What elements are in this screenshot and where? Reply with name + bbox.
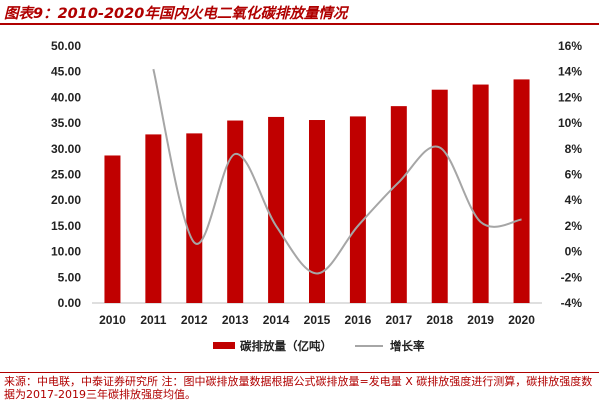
left-tick-label: 20.00 [51,193,81,207]
bar [104,155,121,303]
bar [472,84,489,303]
bar-series [104,79,530,304]
right-tick-label: 4% [565,193,583,207]
bar [349,116,366,303]
right-axis: -4% -2% 0% 2% 4% 6% 8% 10% 12% 14% 16% [558,39,582,310]
left-tick-label: 30.00 [51,142,81,156]
right-tick-label: 6% [565,168,583,182]
left-tick-label: 0.00 [58,296,82,310]
legend-label-bar: 碳排放量（亿吨） [240,339,332,353]
combo-chart: 0.00 5.00 10.00 15.00 20.00 25.00 30.00 35.00 40… [51,39,582,353]
legend-label-line: 增长率 [390,339,425,353]
left-tick-label: 15.00 [51,219,81,233]
bar [268,116,285,303]
bar [431,89,448,303]
right-tick-label: 8% [565,142,583,156]
legend: 碳排放量（亿吨） 增长率 [213,339,425,353]
left-tick-label: 5.00 [58,270,82,284]
right-tick-label: 2% [565,219,583,233]
source-rule [0,372,599,373]
source-note: 来源：中电联，中泰证券研究所 注：图中碳排放量数据根据公式碳排放量=发电量 X … [4,375,593,401]
x-tick-label: 2014 [263,313,290,327]
right-tick-label: 0% [565,245,583,259]
title-rule [0,23,599,25]
bar [227,120,244,303]
left-tick-label: 10.00 [51,245,81,259]
chart-title: 图表9：2010-2020年国内火电二氧化碳排放量情况 [4,6,348,22]
x-axis: 2010 2011 2012 2013 2014 2015 2016 2017 2018 2019… [92,302,542,327]
right-tick-label: 12% [558,90,582,104]
left-tick-label: 35.00 [51,116,81,130]
x-tick-label: 2019 [467,313,494,327]
left-tick-label: 40.00 [51,90,81,104]
bar [309,120,325,304]
x-tick-label: 2018 [426,313,453,327]
line-series [152,68,522,275]
x-tick-label: 2010 [99,313,126,327]
left-tick-label: 50.00 [51,39,81,53]
legend-swatch-bar [213,342,235,349]
x-tick-label: 2020 [508,313,535,327]
left-axis: 0.00 5.00 10.00 15.00 20.00 25.00 30.00 35.00 40… [51,39,81,310]
bar [390,106,407,303]
x-tick-label: 2015 [304,313,331,327]
right-tick-label: -2% [561,270,583,284]
bar [186,133,203,303]
x-tick-label: 2016 [345,313,372,327]
right-tick-label: 16% [558,39,582,53]
left-tick-label: 25.00 [51,168,81,182]
x-tick-label: 2012 [181,313,208,327]
bar [513,79,530,303]
right-tick-label: -4% [561,296,583,310]
x-tick-label: 2017 [385,313,412,327]
growth-rate-line [152,68,522,275]
left-tick-label: 45.00 [51,65,81,79]
right-tick-label: 14% [558,65,582,79]
right-tick-label: 10% [558,116,582,130]
x-tick-label: 2013 [222,313,249,327]
bar [145,134,162,303]
x-tick-label: 2011 [140,313,166,327]
